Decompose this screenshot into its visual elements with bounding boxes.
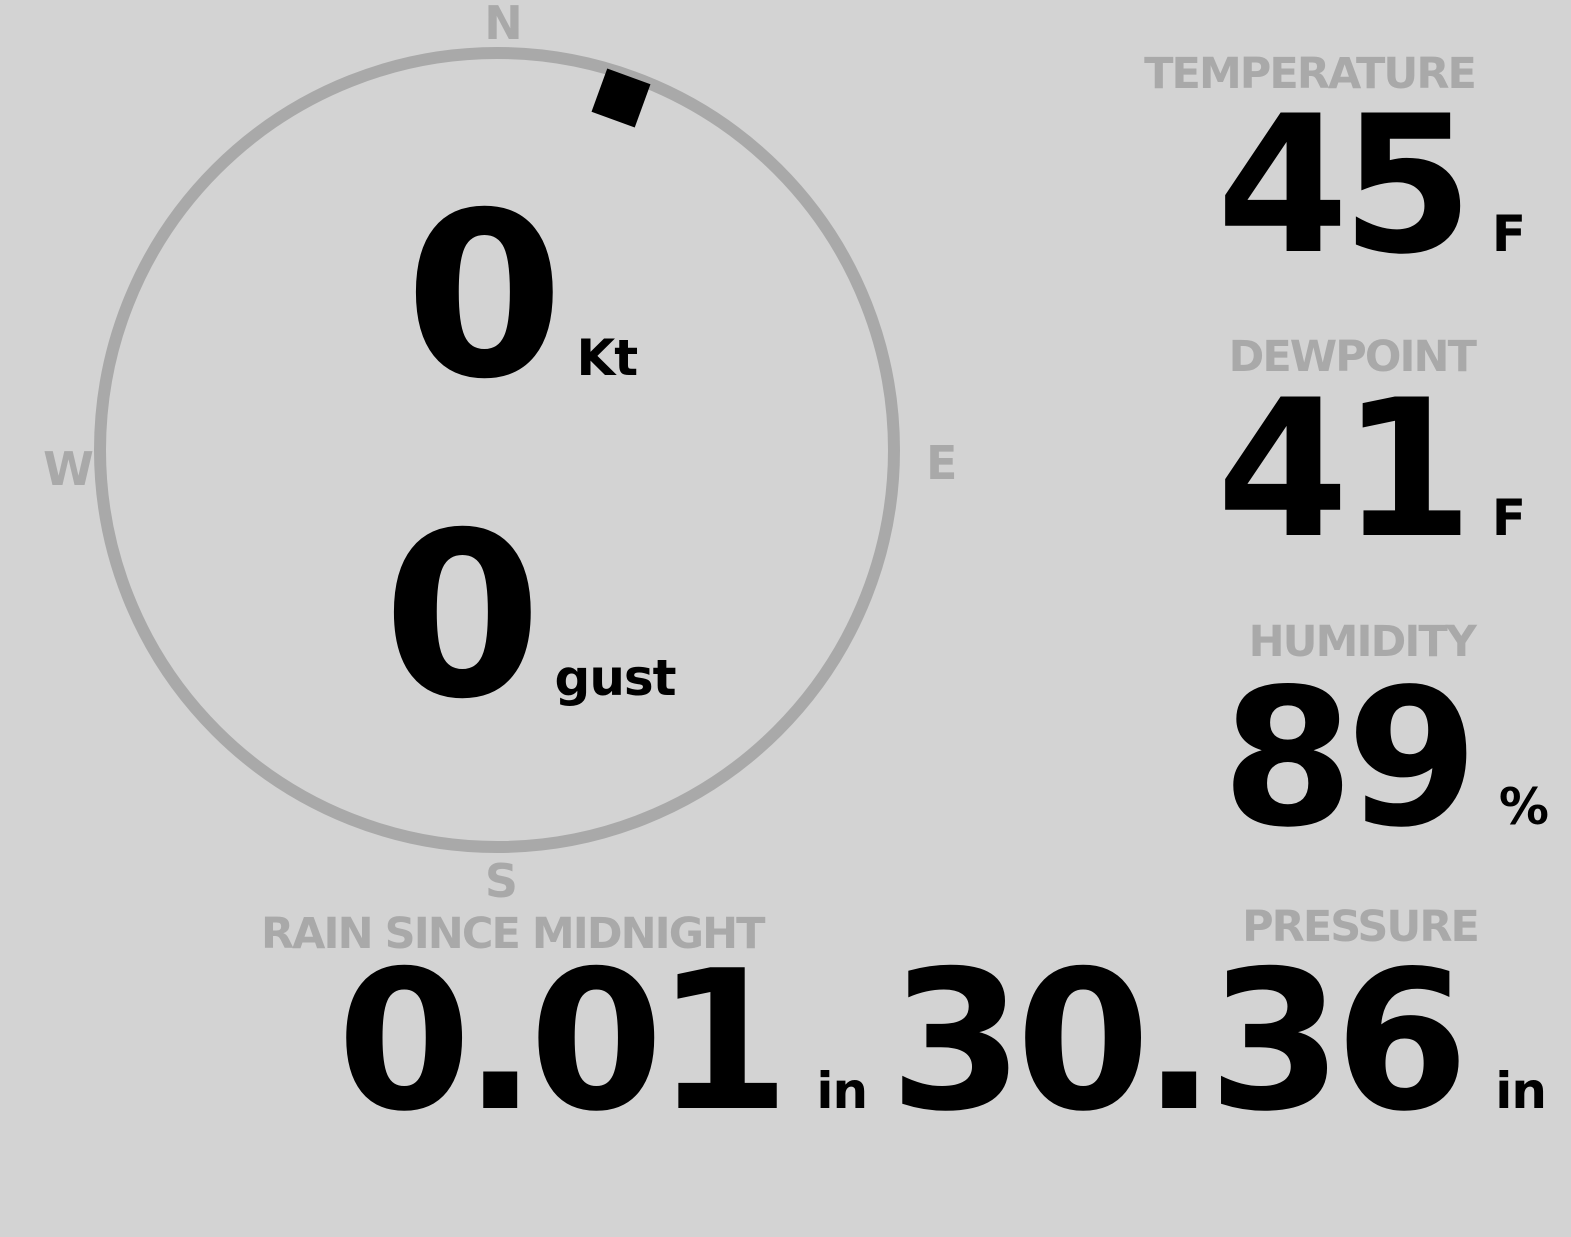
wind-speed-value: 0: [405, 163, 564, 429]
rain-since-midnight-label: RAIN SINCE MIDNIGHT: [261, 909, 765, 959]
pressure-unit: in: [1495, 1062, 1547, 1120]
temperature-value: 45: [1216, 75, 1474, 296]
temperature-unit: F: [1491, 205, 1526, 263]
wind-gust-unit: gust: [554, 649, 677, 707]
dewpoint-label: DEWPOINT: [1228, 332, 1477, 382]
compass-label-east: E: [926, 436, 957, 490]
pressure-value: 30.36: [889, 929, 1469, 1154]
pressure-readout: 30.36 in: [889, 929, 1547, 1154]
temperature-readout: 45 F: [1216, 75, 1526, 296]
rain-since-midnight-unit: in: [816, 1062, 868, 1120]
humidity-value: 89: [1221, 648, 1479, 869]
pressure-label: PRESSURE: [1242, 902, 1480, 952]
dewpoint-unit: F: [1491, 489, 1526, 547]
compass-label-north: N: [484, 0, 522, 50]
dewpoint-readout: 41 F: [1216, 359, 1526, 580]
wind-gust-value: 0: [383, 483, 542, 749]
wind-gust-readout: 0 gust: [383, 483, 677, 749]
compass-label-west: W: [43, 442, 94, 496]
rain-since-midnight-value: 0.01: [337, 929, 790, 1154]
compass-label-south: S: [484, 854, 518, 908]
humidity-label: HUMIDITY: [1248, 617, 1477, 667]
dewpoint-value: 41: [1216, 359, 1474, 580]
wind-speed-readout: 0 Kt: [405, 163, 639, 429]
humidity-readout: 89 %: [1221, 648, 1549, 869]
rain-since-midnight-readout: 0.01 in: [337, 929, 868, 1154]
wind-speed-unit: Kt: [576, 329, 639, 387]
humidity-unit: %: [1498, 778, 1549, 836]
temperature-label: TEMPERATURE: [1144, 49, 1477, 99]
